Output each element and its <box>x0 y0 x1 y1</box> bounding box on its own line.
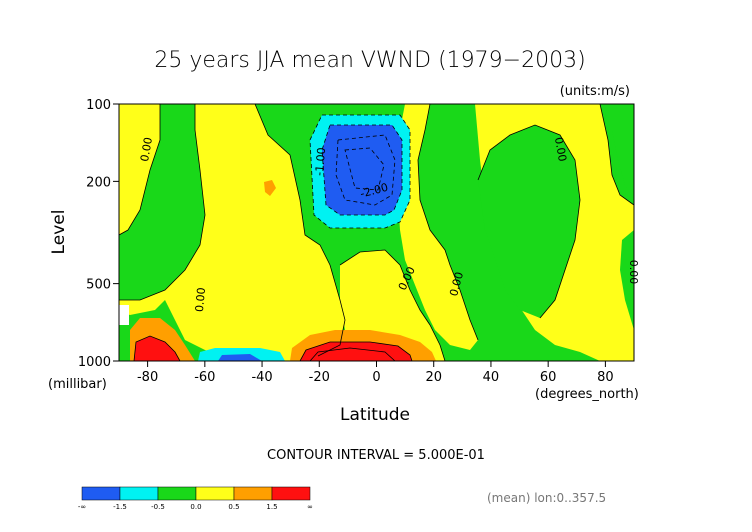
field-green-edge-east <box>620 230 634 330</box>
field-missing-corner <box>119 305 129 325</box>
field-blue-core <box>322 125 402 215</box>
contour-label: -1.00 <box>313 147 328 176</box>
x-axis-title: Latitude <box>340 405 410 425</box>
contour-label: 0.00 <box>138 136 155 162</box>
y-axis: 100 200 500 1000 <box>78 98 119 370</box>
field-yellow-left <box>119 104 160 235</box>
colorbar-label: 0.5 <box>228 503 239 511</box>
x-tick-label: 20 <box>425 370 442 385</box>
colorbar: -∞ -1.5 -0.5 0.0 0.5 1.5 ∞ <box>78 486 313 511</box>
contour-line <box>335 134 396 206</box>
contour-line <box>344 147 385 191</box>
colorbar-label: 1.5 <box>266 503 277 511</box>
colorbar-label: -0.5 <box>151 503 165 511</box>
contour-line <box>133 335 181 361</box>
contour-label: 0.00 <box>447 271 466 298</box>
x-unit-label: (degrees_north) <box>535 387 639 402</box>
contour-line <box>299 341 413 361</box>
colorbar-swatch <box>157 486 197 501</box>
colorbar-swatch <box>233 486 273 501</box>
contour-line <box>119 104 206 301</box>
contour-line <box>599 104 634 206</box>
colorbar-swatch <box>81 486 121 501</box>
units-label: (units:m/s) <box>560 84 630 99</box>
y-tick-label: 200 <box>86 175 111 190</box>
field-blue-surface <box>218 354 262 361</box>
contour-line <box>417 104 479 341</box>
footer-text: (mean) lon:0..357.5 <box>487 491 606 505</box>
colorbar-swatch <box>195 486 235 501</box>
contour-label: 0.00 <box>193 287 208 313</box>
colorbar-swatch <box>271 486 311 501</box>
colorbar-label: 0.0 <box>190 503 201 511</box>
colorbar-label: ∞ <box>307 503 313 511</box>
colorbar-swatch <box>119 486 159 501</box>
colorbar-label: -∞ <box>78 503 86 511</box>
x-tick-label: -60 <box>194 370 215 385</box>
y-axis-title: Level <box>49 210 69 255</box>
chart-title: 25 years JJA mean VWND (1979−2003) <box>154 48 585 73</box>
contour-label: 0.00 <box>552 136 569 162</box>
y-tick-label: 1000 <box>78 355 111 370</box>
x-tick-label: -80 <box>137 370 158 385</box>
x-tick-label: 40 <box>483 370 500 385</box>
contour-line <box>254 104 346 357</box>
contour-lines <box>119 104 634 361</box>
x-tick-label: -20 <box>309 370 330 385</box>
contour-line <box>321 124 403 216</box>
y-unit-label: (millibar) <box>48 377 107 392</box>
x-tick-label: -40 <box>251 370 272 385</box>
field-red-surface <box>300 342 412 361</box>
y-tick-label: 500 <box>86 278 111 293</box>
field-red-south <box>134 336 180 361</box>
colorbar-label: -1.5 <box>113 503 127 511</box>
y-tick-label: 100 <box>86 98 111 113</box>
x-axis: -80 -60 -40 -20 0 20 40 60 80 <box>137 361 614 385</box>
x-tick-label: 80 <box>597 370 614 385</box>
contour-line <box>477 124 581 319</box>
contour-field <box>119 104 634 361</box>
contour-line <box>309 347 396 361</box>
field-green-island-east <box>478 125 580 318</box>
field-yellow-midwest <box>119 104 345 361</box>
x-tick-label: 60 <box>540 370 557 385</box>
contour-line <box>339 249 446 361</box>
x-tick-label: 0 <box>372 370 380 385</box>
contour-line <box>309 114 411 229</box>
contour-line <box>119 104 161 236</box>
field-orange-blob <box>264 180 276 196</box>
contour-interval-text: CONTOUR INTERVAL = 5.000E-01 <box>267 448 485 463</box>
field-green-strip-east <box>612 104 634 200</box>
